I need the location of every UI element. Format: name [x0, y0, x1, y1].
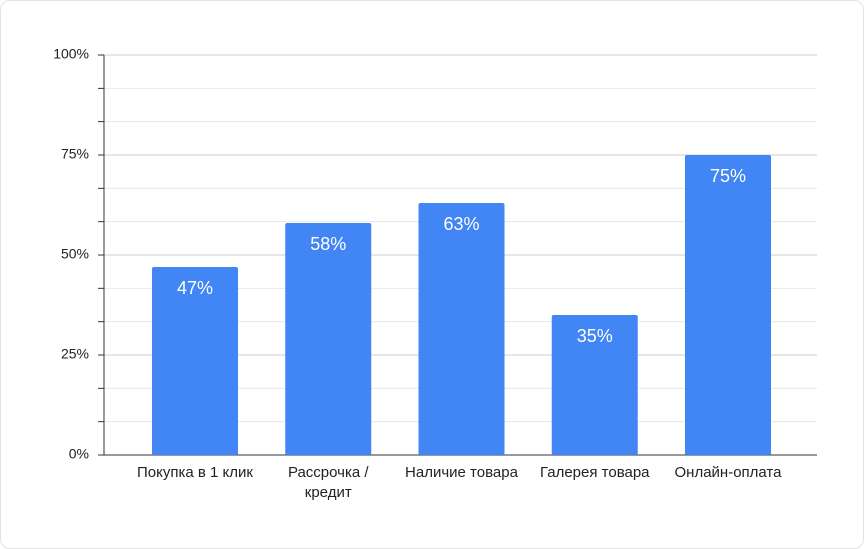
bar: [152, 267, 238, 455]
value-label: 58%: [310, 234, 346, 254]
x-tick-label: Онлайн-оплата: [674, 464, 782, 481]
x-tick-label: Наличие товара: [405, 464, 518, 481]
x-tick-label: Галерея товара: [539, 464, 650, 481]
y-tick-label: 25%: [61, 346, 89, 362]
bar: [285, 223, 372, 455]
value-label: 35%: [577, 326, 613, 346]
y-tick-label: 100%: [53, 46, 89, 62]
x-tick-label: Покупка в 1 клик: [137, 464, 253, 481]
y-tick-label: 0%: [69, 446, 89, 462]
value-label: 47%: [177, 278, 213, 298]
bar: [685, 155, 771, 455]
y-tick-label: 75%: [61, 146, 89, 162]
value-label: 63%: [443, 214, 479, 234]
bar: [551, 315, 638, 455]
y-tick-label: 50%: [61, 246, 89, 262]
x-tick-label: Рассрочка / кредит: [287, 464, 369, 501]
bar: [418, 203, 505, 455]
value-label: 75%: [710, 166, 746, 186]
